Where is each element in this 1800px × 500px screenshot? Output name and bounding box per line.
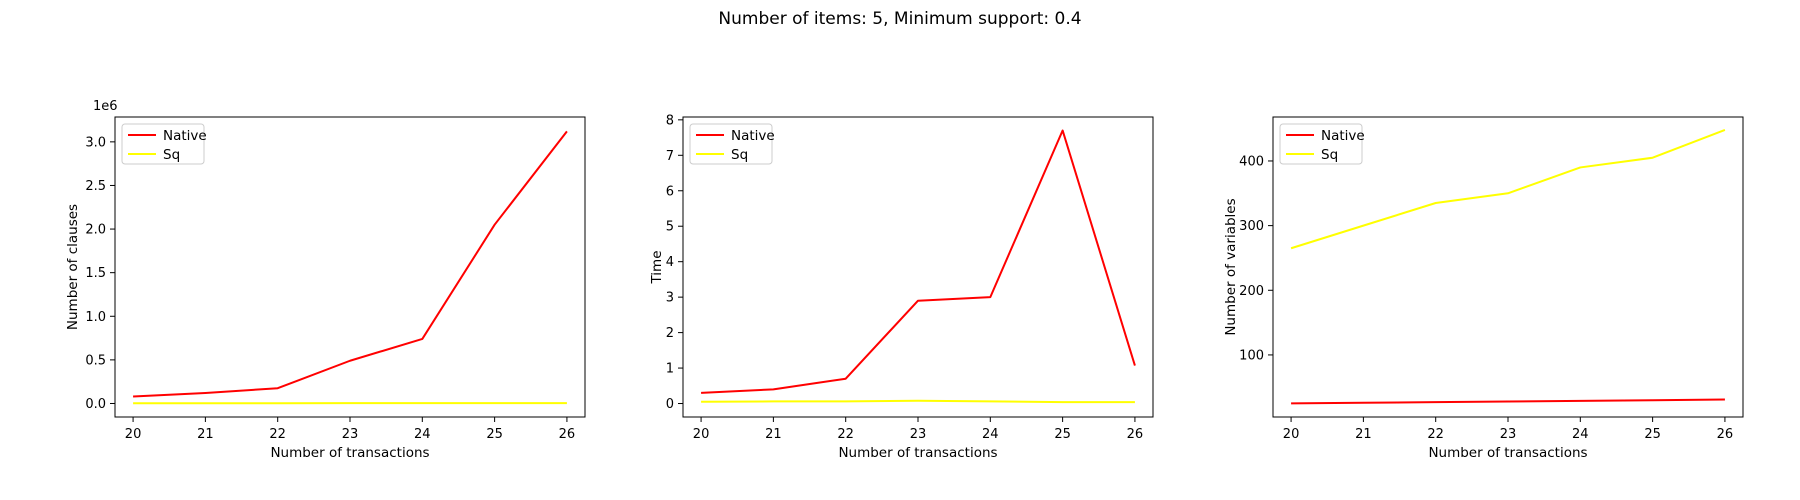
y-axis-label: Number of variables <box>1223 198 1239 335</box>
legend: Native Sq <box>121 123 207 165</box>
x-tick-label: 24 <box>982 427 999 442</box>
y-offset-text: 1e6 <box>93 99 118 114</box>
x-tick-label: 20 <box>1283 427 1300 442</box>
figure-title: Number of items: 5, Minimum support: 0.4 <box>718 9 1081 29</box>
x-tick-label: 23 <box>342 427 359 442</box>
x-tick-label: 26 <box>1717 427 1734 442</box>
legend-label-sq: Sq <box>163 147 180 163</box>
y-tick-label: 1.0 <box>85 310 106 325</box>
y-tick-label: 7 <box>666 149 674 164</box>
x-tick-label: 25 <box>486 427 503 442</box>
series-line-native <box>701 129 1136 394</box>
series-line-sq <box>701 399 1135 404</box>
x-tick-label: 20 <box>125 427 142 442</box>
x-axis: 20 21 22 23 24 25 26 Number of transactions <box>1283 417 1733 461</box>
legend-label-native: Native <box>731 128 775 144</box>
x-tick-label: 26 <box>559 427 576 442</box>
x-tick-label: 22 <box>837 427 854 442</box>
x-tick-label: 22 <box>1427 427 1444 442</box>
x-axis: 20 21 22 23 24 25 26 Number of transactions <box>693 417 1143 461</box>
y-tick-label: 0 <box>666 397 674 412</box>
x-axis-label: Number of transactions <box>1428 445 1587 461</box>
x-tick-label: 23 <box>1500 427 1517 442</box>
y-axis-label: Time <box>649 250 665 284</box>
y-tick-label: 0.5 <box>85 353 106 368</box>
legend: Native Sq <box>1279 123 1365 165</box>
series-lines <box>701 129 1136 404</box>
x-tick-label: 21 <box>765 427 782 442</box>
x-tick-label: 24 <box>1572 427 1589 442</box>
x-tick-label: 25 <box>1054 427 1071 442</box>
x-tick-label: 22 <box>269 427 286 442</box>
series-lines <box>133 130 568 405</box>
x-axis-label: Number of transactions <box>838 445 997 461</box>
y-tick-label: 3 <box>666 291 674 306</box>
y-axis: 0.0 0.5 1.0 1.5 2.0 2.5 3.0 Number of clauses 1e… <box>65 99 118 412</box>
y-tick-label: 4 <box>666 255 674 270</box>
y-tick-label: 1.5 <box>85 266 106 281</box>
y-tick-label: 2.5 <box>85 179 106 194</box>
x-tick-label: 21 <box>1355 427 1372 442</box>
x-tick-label: 25 <box>1644 427 1661 442</box>
y-tick-label: 1 <box>666 362 674 377</box>
x-axis-label: Number of transactions <box>270 445 429 461</box>
legend: Native Sq <box>689 123 775 165</box>
x-tick-label: 24 <box>414 427 431 442</box>
x-tick-label: 23 <box>910 427 927 442</box>
y-tick-label: 400 <box>1239 154 1264 169</box>
y-tick-label: 2 <box>666 326 674 341</box>
x-tick-label: 26 <box>1127 427 1144 442</box>
y-tick-label: 300 <box>1239 219 1264 234</box>
series-line-native <box>1291 398 1725 405</box>
x-tick-label: 21 <box>197 427 214 442</box>
legend-label-native: Native <box>1321 128 1365 144</box>
x-axis: 20 21 22 23 24 25 26 Number of transactions <box>125 417 575 461</box>
y-axis-label: Number of clauses <box>65 204 81 330</box>
series-line-sq <box>1290 128 1726 250</box>
y-tick-label: 0.0 <box>85 397 106 412</box>
y-tick-label: 8 <box>666 113 674 128</box>
y-tick-label: 100 <box>1239 348 1264 363</box>
legend-label-sq: Sq <box>1321 147 1338 163</box>
y-tick-label: 200 <box>1239 284 1264 299</box>
x-tick-label: 20 <box>693 427 710 442</box>
legend-label-native: Native <box>163 128 207 144</box>
legend-label-sq: Sq <box>731 147 748 163</box>
y-tick-label: 2.0 <box>85 223 106 238</box>
subplot-3: 20 21 22 23 24 25 26 Number of transactions 100 2… <box>1223 116 1744 461</box>
y-axis: 100 200 300 400 Number of variables <box>1223 154 1273 363</box>
y-axis: 0 1 2 3 4 5 6 7 8 Time <box>649 113 683 412</box>
y-tick-label: 5 <box>666 220 674 235</box>
y-tick-label: 3.0 <box>85 135 106 150</box>
y-tick-label: 6 <box>666 184 674 199</box>
series-lines <box>1290 128 1726 405</box>
series-line-native <box>133 130 568 398</box>
